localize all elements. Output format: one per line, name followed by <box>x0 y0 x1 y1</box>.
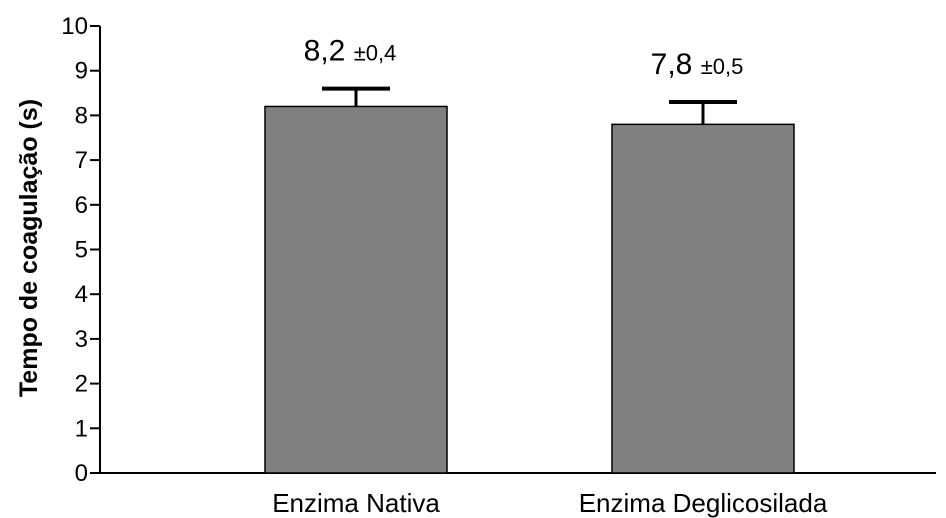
y-tick-label: 0 <box>75 460 88 487</box>
value-labels: 8,2 ±0,4 7,8 ±0,5 <box>304 35 744 81</box>
bar <box>264 105 448 474</box>
error-bars <box>322 86 737 125</box>
y-tick-label: 2 <box>75 371 88 398</box>
x-category-label: Enzima Deglicosilada <box>579 488 828 518</box>
y-tick-label: 1 <box>75 415 88 442</box>
bar <box>611 123 795 474</box>
y-tick-label: 7 <box>75 147 88 174</box>
y-tick-label: 10 <box>61 13 88 40</box>
y-tick-label: 8 <box>75 102 88 129</box>
value-label: 8,2 ±0,4 <box>304 35 397 68</box>
value-label: 7,8 ±0,5 <box>651 48 744 81</box>
y-tick-label: 5 <box>75 237 88 264</box>
value-label-mean: 7,8 <box>651 48 701 81</box>
value-label-error: ±0,4 <box>354 41 397 66</box>
y-tick-label: 3 <box>75 326 88 353</box>
value-label-error: ±0,5 <box>701 54 744 79</box>
x-axis: Enzima Nativa Enzima Deglicosilada <box>100 472 936 518</box>
y-axis-label: Tempo de coagulação (s) <box>15 99 43 397</box>
y-tick-label: 4 <box>75 281 88 308</box>
bars <box>264 105 795 474</box>
y-axis: 0 1 2 3 4 5 6 7 8 9 10 <box>61 13 101 487</box>
y-tick-label: 9 <box>75 58 88 85</box>
x-category-label: Enzima Nativa <box>272 488 440 518</box>
y-tick-label: 6 <box>75 192 88 219</box>
value-label-mean: 8,2 <box>304 35 354 68</box>
